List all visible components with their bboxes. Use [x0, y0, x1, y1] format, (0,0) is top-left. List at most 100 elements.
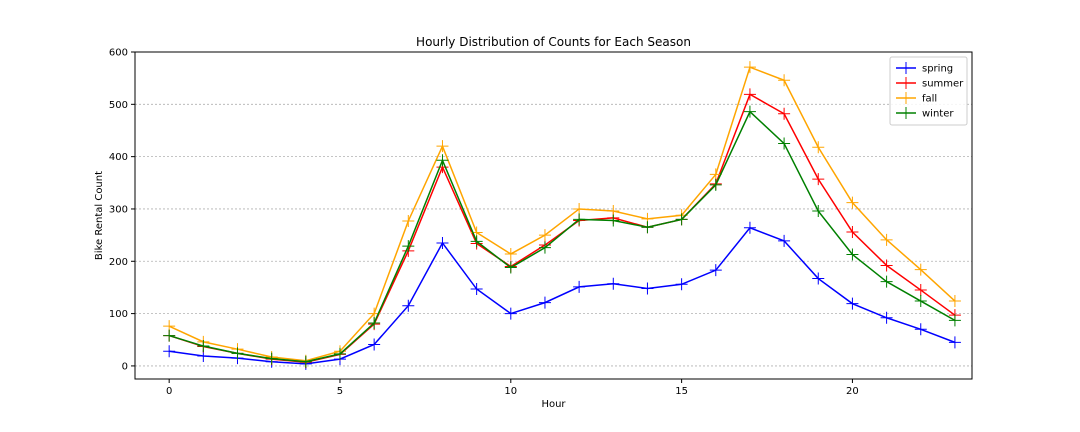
legend-item-fall: fall	[896, 92, 937, 105]
data-point	[709, 168, 722, 181]
data-point	[778, 137, 791, 150]
legend-item-spring: spring	[896, 62, 953, 75]
data-point	[504, 247, 517, 260]
data-point	[743, 88, 756, 101]
legend-marker	[900, 62, 912, 74]
data-point	[880, 233, 893, 246]
data-point	[265, 352, 278, 365]
data-point	[607, 277, 620, 290]
data-point	[573, 213, 586, 226]
legend-marker	[900, 107, 912, 119]
legend-label: summer	[922, 79, 964, 90]
y-tick-label: 0	[122, 361, 128, 372]
data-point	[436, 154, 449, 167]
data-point	[163, 345, 176, 358]
series-line-winter	[168, 110, 956, 363]
data-point	[846, 196, 859, 209]
data-point	[812, 272, 825, 285]
data-point	[641, 221, 654, 234]
legend-label: winter	[922, 109, 954, 120]
gridlines	[135, 51, 972, 367]
legend-item-summer: summer	[896, 77, 964, 90]
x-tick-label: 15	[675, 386, 688, 397]
data-point	[436, 236, 449, 249]
data-point	[402, 214, 415, 227]
y-axis-label: Bike Rental Count	[94, 171, 105, 260]
data-point	[778, 234, 791, 247]
data-point	[709, 178, 722, 191]
legend-box	[889, 56, 968, 126]
legend-label: spring	[922, 64, 953, 75]
data-point	[778, 107, 791, 120]
series-line-summer	[168, 93, 956, 364]
data-point	[914, 295, 927, 308]
data-point	[846, 248, 859, 261]
data-point	[812, 205, 825, 218]
data-point	[743, 221, 756, 234]
data-point	[470, 235, 483, 248]
data-point	[504, 307, 517, 320]
data-point	[368, 317, 381, 330]
data-point	[368, 338, 381, 351]
series-winter	[163, 105, 961, 368]
series-spring	[163, 221, 961, 370]
data-point	[709, 264, 722, 277]
data-point	[914, 323, 927, 336]
legend-marker	[900, 92, 912, 104]
x-axis-label: Hour	[541, 399, 566, 410]
x-tick-label: 5	[337, 386, 343, 397]
x-tick-label: 10	[504, 386, 517, 397]
y-tick-label: 200	[109, 257, 128, 268]
data-point	[333, 347, 346, 360]
data-point	[880, 259, 893, 272]
legend: spring summer fall winter	[889, 56, 968, 126]
data-point	[675, 278, 688, 291]
data-point	[948, 295, 961, 308]
data-point	[231, 347, 244, 360]
data-point	[538, 241, 551, 254]
data-point	[743, 105, 756, 118]
data-point	[846, 297, 859, 310]
x-tick-label: 20	[846, 386, 859, 397]
data-point	[436, 140, 449, 153]
data-point	[402, 240, 415, 253]
y-tick-label: 500	[109, 100, 128, 111]
data-point	[812, 141, 825, 154]
data-point	[743, 61, 756, 74]
data-point	[675, 213, 688, 226]
data-point	[880, 275, 893, 288]
series-line-fall	[168, 66, 956, 362]
data-point	[163, 329, 176, 342]
data-point	[573, 202, 586, 215]
x-tick-label: 0	[166, 386, 172, 397]
data-point	[573, 280, 586, 293]
series-lines	[163, 61, 961, 370]
data-point	[504, 261, 517, 274]
data-point	[607, 214, 620, 227]
axis-ticks: 0 100 200 300 400 500 600 0 5 10 15 20	[109, 48, 859, 398]
data-point	[948, 314, 961, 327]
data-point	[197, 340, 210, 353]
data-point	[948, 336, 961, 349]
data-point	[778, 74, 791, 87]
data-point	[299, 355, 312, 368]
data-point	[470, 283, 483, 296]
data-point	[914, 263, 927, 276]
data-point	[641, 282, 654, 295]
series-line-spring	[169, 226, 956, 365]
data-point	[846, 225, 859, 238]
legend-marker	[900, 77, 912, 89]
series-summer	[163, 88, 961, 369]
data-point	[914, 284, 927, 297]
data-point	[812, 173, 825, 186]
y-tick-label: 300	[109, 204, 128, 215]
y-tick-label: 100	[109, 309, 128, 320]
legend-item-winter: winter	[896, 107, 954, 120]
data-point	[880, 311, 893, 324]
plot-frame	[134, 51, 973, 380]
y-tick-label: 600	[109, 48, 128, 59]
data-point	[402, 299, 415, 312]
data-point	[538, 229, 551, 242]
legend-label: fall	[922, 94, 937, 105]
